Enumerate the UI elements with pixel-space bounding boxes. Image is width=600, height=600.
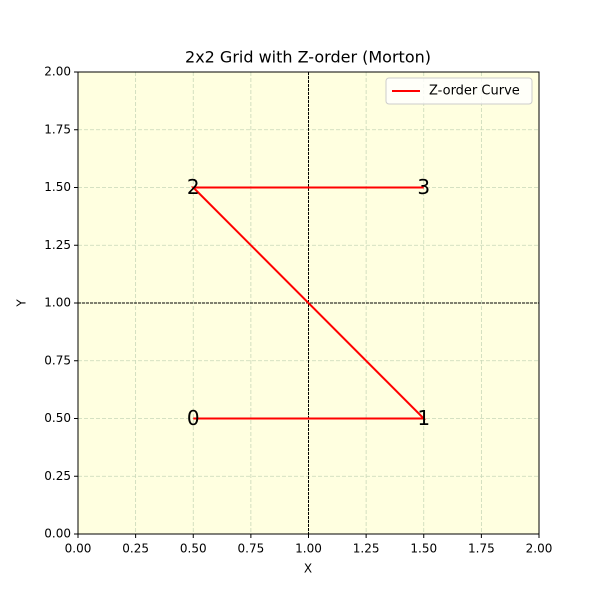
y-tick-label: 0.25 bbox=[44, 469, 71, 483]
y-tick-label: 1.25 bbox=[44, 238, 71, 252]
y-tick-label: 0.00 bbox=[44, 527, 71, 541]
legend: Z-order Curve bbox=[385, 77, 533, 105]
y-tick-label: 1.00 bbox=[44, 296, 71, 310]
series-line bbox=[190, 186, 427, 420]
x-tick-label: 1.75 bbox=[468, 542, 495, 556]
x-tick-label: 1.50 bbox=[410, 542, 437, 556]
legend-label: Z-order Curve bbox=[429, 84, 520, 99]
y-axis-label: Y bbox=[15, 299, 29, 308]
point-label: 2 bbox=[187, 175, 200, 199]
y-tick-label: 0.75 bbox=[44, 353, 71, 367]
x-axis-label: X bbox=[304, 562, 312, 576]
x-tick-label: 1.25 bbox=[353, 542, 380, 556]
x-tick-label: 1.00 bbox=[295, 542, 322, 556]
x-tick-label: 0.75 bbox=[238, 542, 265, 556]
legend-box bbox=[385, 77, 533, 105]
y-tick-label: 0.50 bbox=[44, 411, 71, 425]
x-tick-label: 0.00 bbox=[65, 542, 92, 556]
x-tick-label: 0.50 bbox=[180, 542, 207, 556]
chart-title: 2x2 Grid with Z-order (Morton) bbox=[185, 48, 431, 67]
x-tick-label: 2.00 bbox=[526, 542, 553, 556]
x-tick-label: 0.25 bbox=[122, 542, 149, 556]
y-tick-label: 1.50 bbox=[44, 180, 71, 194]
plot-frame bbox=[77, 71, 540, 535]
point-label: 0 bbox=[187, 406, 200, 430]
y-tick-label: 1.75 bbox=[44, 122, 71, 136]
y-tick-label: 2.00 bbox=[44, 65, 71, 79]
point-label: 3 bbox=[417, 175, 430, 199]
point-label: 1 bbox=[417, 406, 430, 430]
